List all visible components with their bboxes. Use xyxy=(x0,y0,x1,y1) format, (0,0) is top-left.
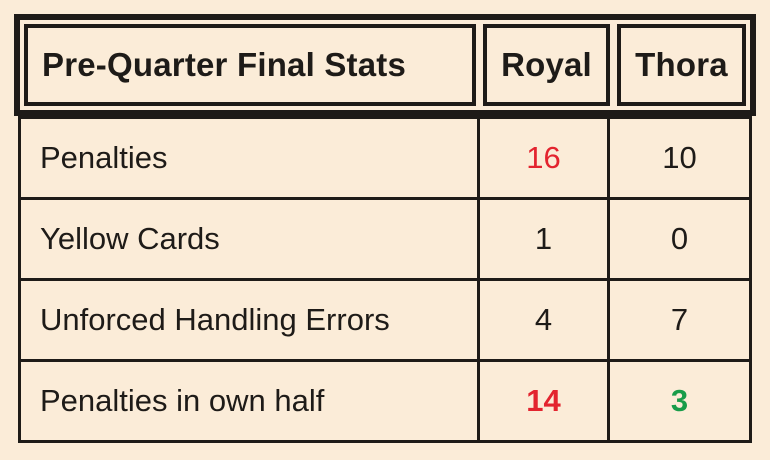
stats-table-header: Pre-Quarter Final Stats Royal Thora xyxy=(14,14,756,116)
thora-value: 3 xyxy=(670,383,689,418)
royal-value: 4 xyxy=(480,281,610,359)
thora-value: 7 xyxy=(670,302,689,337)
column-header-royal: Royal xyxy=(483,24,610,106)
stats-table-body: Penalties 16 10 Yellow Cards 1 0 Unforce… xyxy=(18,116,752,443)
royal-value: 14 xyxy=(480,362,610,440)
thora-value: 10 xyxy=(662,140,697,175)
royal-value: 1 xyxy=(480,200,610,278)
table-row-yellow-cards: Yellow Cards 1 0 xyxy=(21,200,749,281)
column-header-royal-label: Royal xyxy=(501,46,592,83)
thora-value: 0 xyxy=(670,221,689,256)
row-label: Yellow Cards xyxy=(21,200,480,278)
row-label: Penalties in own half xyxy=(21,362,480,440)
row-label: Penalties xyxy=(21,119,480,197)
table-row-penalties: Penalties 16 10 xyxy=(21,119,749,200)
column-header-thora-label: Thora xyxy=(635,46,728,83)
column-header-thora: Thora xyxy=(617,24,746,106)
row-label: Unforced Handling Errors xyxy=(21,281,480,359)
table-row-unforced-handling-errors: Unforced Handling Errors 4 7 xyxy=(21,281,749,362)
table-title: Pre-Quarter Final Stats xyxy=(42,46,407,83)
table-row-penalties-in-own-half: Penalties in own half 14 3 xyxy=(21,362,749,440)
royal-value: 16 xyxy=(480,119,610,197)
table-title-cell: Pre-Quarter Final Stats xyxy=(24,24,476,106)
